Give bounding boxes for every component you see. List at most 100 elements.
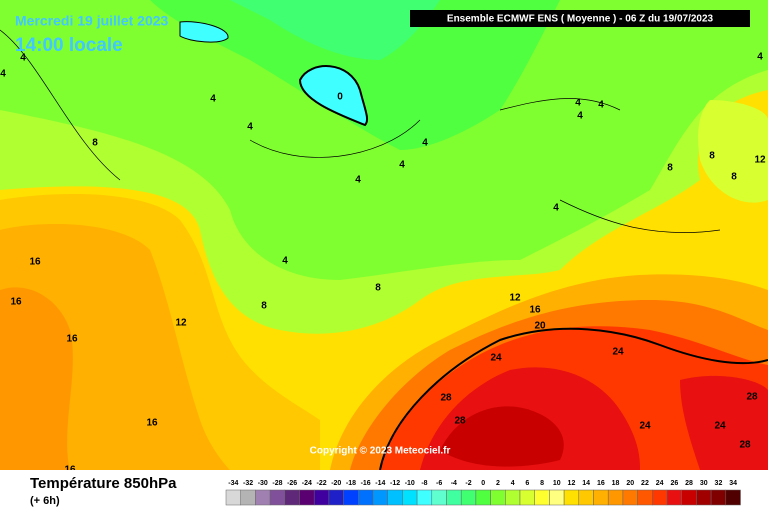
scale-label: 34 <box>729 480 737 487</box>
scale-label: 28 <box>685 480 693 487</box>
scale-label: 26 <box>670 480 678 487</box>
scale-swatch <box>637 489 653 506</box>
contour-label: 8 <box>261 301 267 312</box>
scale-swatch <box>725 489 741 506</box>
scale-swatch <box>519 489 535 506</box>
contour-label: 16 <box>10 297 22 308</box>
scale-label: 18 <box>612 480 620 487</box>
time-label: 14:00 locale <box>15 35 123 56</box>
scale-label: -30 <box>258 480 268 487</box>
scale-label: -24 <box>302 480 312 487</box>
contour-label: 0 <box>337 92 343 103</box>
scale-label: -14 <box>375 480 385 487</box>
contour-label: 4 <box>399 160 405 171</box>
field-title: Température 850hPa <box>30 475 177 492</box>
contour-label: 4 <box>553 203 559 214</box>
contour-label: 8 <box>667 163 673 174</box>
contour-label: 24 <box>490 353 502 364</box>
model-run: Ensemble ECMWF ENS ( Moyenne ) - 06 Z du… <box>447 14 714 25</box>
contour-label: 4 <box>210 94 216 105</box>
scale-label: 30 <box>700 480 708 487</box>
scale-label: 2 <box>496 480 500 487</box>
scale-swatch <box>299 489 315 506</box>
scale-swatch <box>240 489 256 506</box>
scale-label: -4 <box>451 480 457 487</box>
contour-label: 28 <box>746 392 758 403</box>
scale-swatch <box>505 489 521 506</box>
contour-label: 8 <box>375 283 381 294</box>
scale-label: -2 <box>465 480 471 487</box>
scale-label: -16 <box>361 480 371 487</box>
contour-label: 16 <box>29 257 41 268</box>
scale-label: -26 <box>287 480 297 487</box>
date-label: Mercredi 19 juillet 2023 <box>15 13 169 29</box>
contour-label: 24 <box>612 347 624 358</box>
temperature-field <box>0 0 768 471</box>
contour-label: 4 <box>575 98 581 109</box>
contour-label: 28 <box>454 416 466 427</box>
contour-label: 4 <box>757 52 763 63</box>
scale-swatch <box>225 489 241 506</box>
contour-label: 4 <box>598 100 604 111</box>
contour-label: 4 <box>355 175 361 186</box>
scale-label: -34 <box>228 480 238 487</box>
contour-label: 8 <box>92 138 98 149</box>
scale-label: -20 <box>331 480 341 487</box>
scale-swatch <box>490 489 506 506</box>
scale-label: -18 <box>346 480 356 487</box>
scale-label: -6 <box>436 480 442 487</box>
scale-swatch <box>549 489 565 506</box>
contour-label: 4 <box>282 256 288 267</box>
contour-label: 24 <box>639 421 651 432</box>
contour-label: 8 <box>709 151 715 162</box>
scale-swatch <box>372 489 388 506</box>
contour-label: 16 <box>529 305 541 316</box>
contour-label: 4 <box>0 69 6 80</box>
scale-label: 8 <box>540 480 544 487</box>
scale-swatch <box>343 489 359 506</box>
scale-swatch <box>578 489 594 506</box>
contour-label: 20 <box>534 321 546 332</box>
scale-swatch <box>416 489 433 506</box>
scale-swatch <box>313 489 330 506</box>
scale-swatch <box>607 489 624 506</box>
contour-label: 4 <box>577 111 583 122</box>
scale-swatch <box>475 489 491 506</box>
color-scale: -34 -32 -30 -2 8 -26 -24 -22 -20 -18 -16 -14 -12 -10 -… <box>225 480 741 506</box>
scale-label: 6 <box>525 480 529 487</box>
scale-label: 20 <box>626 480 634 487</box>
scale-label: -12 <box>390 480 400 487</box>
scale-label: -10 <box>405 480 415 487</box>
contour-label: 12 <box>754 155 766 166</box>
scale-swatch <box>563 489 580 506</box>
scale-swatch <box>387 489 403 506</box>
scale-swatch <box>269 489 286 506</box>
scale-label: 16 <box>597 480 605 487</box>
scale-label: 24 <box>656 480 664 487</box>
scale-swatch <box>593 489 609 506</box>
scale-label: 4 <box>511 480 515 487</box>
scale-label: 0 <box>481 480 485 487</box>
scale-swatch <box>402 489 418 506</box>
contour-label: 28 <box>739 440 751 451</box>
scale-swatch <box>710 489 727 506</box>
scale-label: -32 <box>243 480 253 487</box>
scale-label: 14 <box>582 480 590 487</box>
contour-label: 28 <box>440 393 452 404</box>
lead-time: (+ 6h) <box>30 495 60 507</box>
scale-swatch <box>622 489 638 506</box>
contour-label: 12 <box>175 318 187 329</box>
contour-label: 4 <box>20 53 26 64</box>
model-banner <box>410 10 750 27</box>
scale-swatch <box>358 489 374 506</box>
copyright: Copyright © 2023 Meteociel.fr <box>310 446 451 457</box>
scale-label: -22 <box>316 480 326 487</box>
contour-labels: 4484404444881616161216161216202424282844… <box>0 52 766 476</box>
scale-label: 10 <box>553 480 561 487</box>
scale-swatch <box>460 489 477 506</box>
contour-label: 16 <box>66 334 78 345</box>
scale-swatch <box>431 489 447 506</box>
contour-label: 8 <box>731 172 737 183</box>
scale-swatch <box>652 489 668 506</box>
